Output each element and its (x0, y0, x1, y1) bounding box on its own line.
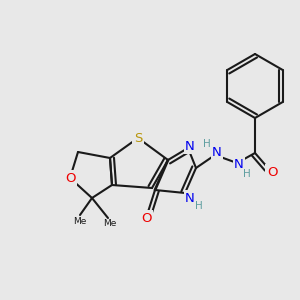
Text: N: N (234, 158, 244, 172)
Text: N: N (212, 146, 222, 160)
Text: Me: Me (103, 220, 117, 229)
Text: H: H (195, 201, 203, 211)
Text: S: S (134, 131, 142, 145)
Text: O: O (141, 212, 151, 224)
Text: O: O (65, 172, 75, 184)
Text: H: H (243, 169, 251, 179)
Text: Me: Me (73, 217, 87, 226)
Text: O: O (267, 166, 277, 178)
Text: N: N (185, 191, 195, 205)
Text: H: H (203, 139, 211, 149)
Text: N: N (185, 140, 195, 152)
